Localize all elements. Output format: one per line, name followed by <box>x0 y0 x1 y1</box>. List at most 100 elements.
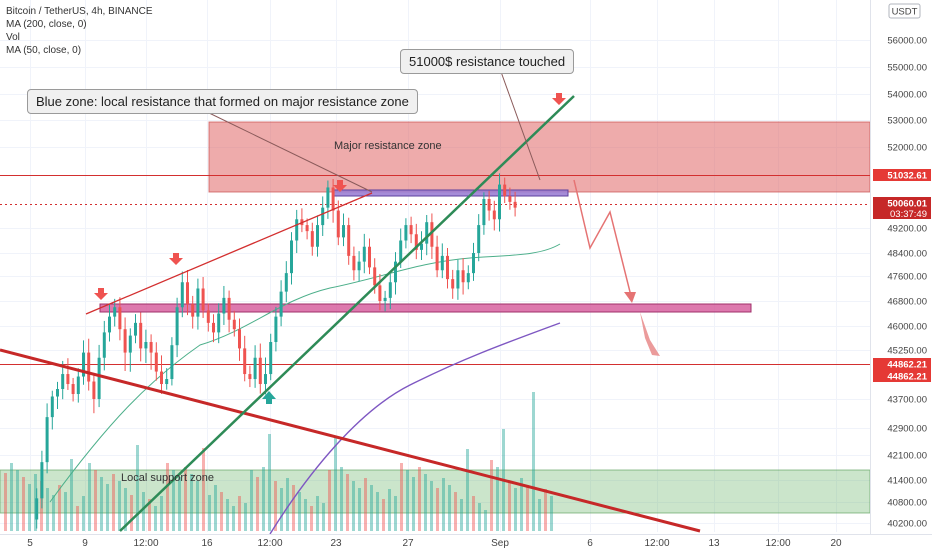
callout-blue-zone[interactable]: Blue zone: local resistance that formed … <box>27 89 418 114</box>
candle-body <box>165 379 169 385</box>
grid-lines <box>0 0 870 532</box>
ma50-legend[interactable]: MA (50, close, 0) <box>6 45 82 56</box>
local-support-zone-label: Local support zone <box>121 472 214 484</box>
projection-path <box>573 179 633 301</box>
volume-bar <box>406 470 409 531</box>
time-axis-label: 13 <box>708 538 720 549</box>
candle-body <box>508 196 512 202</box>
candle-body <box>492 210 496 220</box>
candle-body <box>87 352 91 382</box>
major-resistance-zone-label: Major resistance zone <box>334 140 442 152</box>
candle-body <box>253 357 257 380</box>
volume-bar <box>166 463 169 531</box>
volume-bar <box>232 506 235 531</box>
volume-bar <box>520 478 523 531</box>
volume-bar <box>268 434 271 531</box>
volume-bar <box>508 481 511 531</box>
volume-bar <box>100 477 103 531</box>
candle-body <box>217 313 221 333</box>
volume-bar <box>106 484 109 531</box>
ascending-trendline <box>119 95 575 532</box>
candle-body <box>227 297 231 320</box>
volume-bar <box>70 459 73 531</box>
sell-marker-icon <box>552 93 566 105</box>
volume-bar <box>400 463 403 531</box>
price-tag-51032: 51032.61 <box>873 169 931 182</box>
price-axis-label: 46800.00 <box>887 297 927 308</box>
price-axis-label: 42900.00 <box>887 424 927 435</box>
candle-body <box>196 288 200 317</box>
candle-body <box>139 322 143 349</box>
price-tag-current-box <box>873 197 931 219</box>
volume-bar <box>328 470 331 531</box>
volume-bar <box>142 492 145 531</box>
price-tag-44862-a: 44862.21 <box>873 358 931 371</box>
candle-body <box>503 184 507 197</box>
volume-bar <box>412 477 415 531</box>
candle-body <box>425 222 429 244</box>
volume-bar <box>454 492 457 531</box>
ma200-line <box>269 322 561 535</box>
descending-trendline <box>0 348 701 533</box>
volume-bar <box>130 495 133 531</box>
volume-bar <box>376 492 379 531</box>
volume-bar <box>64 492 67 531</box>
volume-bar <box>214 485 217 531</box>
candle-body <box>71 384 75 395</box>
symbol-title[interactable]: Bitcoin / TetherUS, 4h, BINANCE <box>6 6 153 17</box>
volume-bar <box>448 485 451 531</box>
volume-bar <box>172 470 175 531</box>
candle-body <box>383 297 387 301</box>
volume-bar <box>292 485 295 531</box>
candle-body <box>56 389 59 397</box>
volume-bar <box>442 478 445 531</box>
volume-bar <box>52 495 55 531</box>
ma200-legend[interactable]: MA (200, close, 0) <box>6 19 87 30</box>
candle-body <box>232 319 236 330</box>
callout-pointer-1 <box>499 68 541 181</box>
candle-body <box>279 291 283 317</box>
projection-arrowhead <box>624 292 636 303</box>
candle-body <box>373 267 377 286</box>
volume-bar <box>370 485 373 531</box>
candle-body <box>347 225 351 256</box>
candle-body <box>466 273 470 283</box>
volume-bar <box>514 488 517 531</box>
candle-body <box>420 243 423 250</box>
candle-body <box>243 348 247 375</box>
price-axis-label: 42100.00 <box>887 451 927 462</box>
candle-body <box>451 279 455 289</box>
price-axis-label: 41400.00 <box>887 476 927 487</box>
volume-bar <box>10 463 13 531</box>
candle-body <box>258 357 262 385</box>
candle-body <box>430 222 434 247</box>
candle-body <box>82 352 85 377</box>
candle-body <box>128 335 132 353</box>
price-axis-label: 40200.00 <box>887 519 927 530</box>
volume-bar <box>76 506 79 531</box>
candle-body <box>305 225 309 232</box>
volume-bar <box>382 499 385 531</box>
price-tag-44862-b-text: 44862.21 <box>887 372 927 383</box>
time-axis-label: 6 <box>587 538 593 549</box>
volume-legend[interactable]: Vol <box>6 32 20 43</box>
volume-bar <box>220 492 223 531</box>
currency-button[interactable]: USDT <box>888 3 921 19</box>
candle-body <box>238 329 241 349</box>
candle-body <box>368 246 371 268</box>
candle-body <box>336 210 340 238</box>
volume-bar <box>196 481 199 531</box>
volume-bar <box>340 467 343 531</box>
time-axis-background <box>0 534 932 550</box>
candle-body <box>76 376 80 395</box>
volume-bar <box>178 477 181 531</box>
candle-body <box>321 207 325 226</box>
candle-body <box>274 316 278 342</box>
callout-resistance-touched[interactable]: 51000$ resistance touched <box>400 49 575 74</box>
candle-body <box>269 342 273 375</box>
volume-bar <box>226 499 229 531</box>
upper-channel-line <box>85 192 373 315</box>
price-axis-label: 53000.00 <box>887 116 927 127</box>
time-axis-label: 20 <box>830 538 842 549</box>
